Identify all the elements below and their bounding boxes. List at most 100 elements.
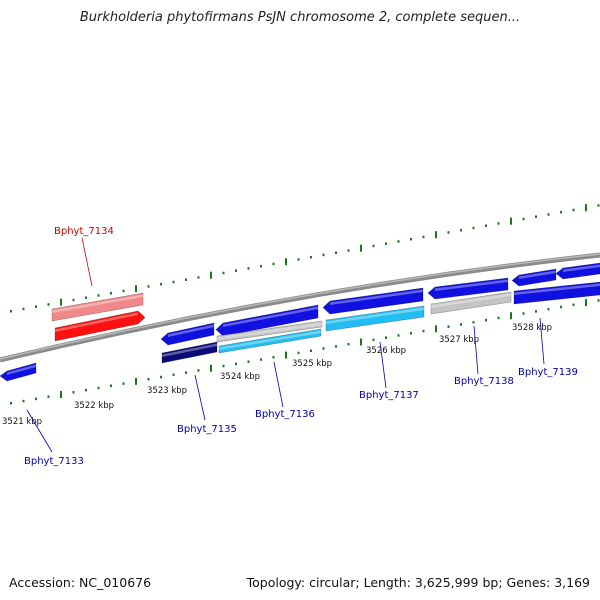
lower-scale-minor-tick xyxy=(547,307,550,311)
upper-scale-minor-tick xyxy=(235,269,237,272)
gene-7136-gray-highlight xyxy=(217,322,322,340)
gene-label-bphyt_7137: Bphyt_7137 xyxy=(359,390,419,401)
upper-scale-minor-tick xyxy=(22,307,25,311)
lower-scale-major-tick xyxy=(435,325,437,333)
upper-scale-major-tick xyxy=(135,285,137,293)
gene-7136-upper xyxy=(215,304,319,337)
upper-scale-minor-tick xyxy=(385,242,387,245)
upper-scale-minor-tick xyxy=(85,296,87,299)
lower-scale-major-tick xyxy=(510,312,512,320)
leader-line-bphyt_7134 xyxy=(81,237,93,287)
upper-scale-minor-tick xyxy=(197,276,200,279)
lower-scale-minor-tick xyxy=(572,303,575,307)
gene-7135-upper xyxy=(160,322,215,346)
upper-scale-major-tick xyxy=(60,298,62,306)
lower-scale-minor-tick xyxy=(222,364,225,368)
upper-scale-minor-tick xyxy=(397,240,400,243)
upper-scale-minor-tick xyxy=(410,237,412,241)
scale-label-3524-kbp: 3524 kbp xyxy=(220,372,260,382)
map-title: Burkholderia phytofirmans PsJN chromosom… xyxy=(79,10,521,25)
lower-scale-minor-tick xyxy=(160,375,162,379)
gene-7135-navy xyxy=(161,341,218,364)
gene-7138-upper-highlight xyxy=(435,279,508,291)
gene-7136-cyan xyxy=(218,328,322,354)
lower-scale-major-tick xyxy=(360,338,362,346)
lower-scale-minor-tick xyxy=(272,356,275,359)
gene-7133 xyxy=(0,362,37,382)
upper-scale-minor-tick xyxy=(272,262,275,266)
leader-line-bphyt_7136 xyxy=(273,361,284,408)
upper-scale-minor-tick xyxy=(160,282,162,286)
upper-scale-minor-tick xyxy=(247,267,250,270)
lower-scale-minor-tick xyxy=(597,299,600,302)
upper-scale-minor-tick xyxy=(535,215,537,218)
gene-7138-gray-highlight xyxy=(431,293,511,308)
lower-scale-minor-tick xyxy=(485,318,487,322)
gene-7134-red-highlight xyxy=(55,312,138,332)
lower-scale-minor-tick xyxy=(22,399,25,403)
lower-scale-minor-tick xyxy=(385,336,387,339)
upper-scale-major-tick xyxy=(510,217,512,225)
upper-scale-major-tick xyxy=(585,204,587,212)
upper-scale-minor-tick xyxy=(47,303,50,306)
upper-scale-minor-tick xyxy=(497,222,500,225)
gene-label-bphyt_7135: Bphyt_7135 xyxy=(177,424,237,435)
upper-scale-minor-tick xyxy=(297,258,300,261)
scale-label-3521-kbp: 3521 kbp xyxy=(2,417,42,427)
lower-scale-minor-tick xyxy=(322,347,325,350)
lower-scale-minor-tick xyxy=(247,360,250,363)
upper-scale-minor-tick xyxy=(522,217,525,221)
gene-label-bphyt_7134: Bphyt_7134 xyxy=(54,226,114,237)
gene-7137-upper-highlight xyxy=(330,289,423,305)
leader-line-bphyt_7135 xyxy=(194,374,206,421)
accession-text: Accession: NC_010676 xyxy=(9,575,152,590)
topology-summary: Topology: circular; Length: 3,625,999 bp… xyxy=(246,575,590,590)
gene-7135-upper-highlight xyxy=(168,324,214,337)
lower-scale-minor-tick xyxy=(147,377,150,381)
lower-scale-minor-tick xyxy=(97,386,100,390)
lower-scale-minor-tick xyxy=(447,325,450,328)
upper-scale-major-tick xyxy=(210,271,212,279)
upper-scale-minor-tick xyxy=(335,251,337,254)
upper-scale-minor-tick xyxy=(460,228,462,232)
upper-scale-minor-tick xyxy=(560,210,562,214)
upper-scale-minor-tick xyxy=(147,285,150,288)
upper-scale-major-tick xyxy=(360,244,362,252)
gene-7136-gray xyxy=(216,320,323,343)
upper-scale-minor-tick xyxy=(322,253,325,257)
upper-scale-minor-tick xyxy=(485,224,487,227)
lower-scale-minor-tick xyxy=(47,395,50,398)
scale-label-3522-kbp: 3522 kbp xyxy=(74,401,114,411)
upper-scale-minor-tick xyxy=(310,255,312,259)
upper-scale-minor-tick xyxy=(597,204,600,207)
upper-scale-minor-tick xyxy=(122,289,125,293)
gene-7140-upper xyxy=(555,262,600,280)
lower-scale-minor-tick xyxy=(35,397,37,401)
chromosome-backbone xyxy=(0,252,600,363)
scale-label-3528-kbp: 3528 kbp xyxy=(512,323,552,333)
scale-label-3526-kbp: 3526 kbp xyxy=(366,346,406,356)
gene-label-bphyt_7133: Bphyt_7133 xyxy=(24,456,84,467)
upper-scale-minor-tick xyxy=(347,249,350,252)
upper-scale-minor-tick xyxy=(35,305,37,308)
gene-7139-upper-highlight xyxy=(519,270,556,279)
lower-scale-major-tick xyxy=(60,391,62,398)
lower-scale-minor-tick xyxy=(410,332,412,335)
lower-scale-minor-tick xyxy=(397,334,400,337)
upper-scale-minor-tick xyxy=(97,294,100,297)
gene-7136-cyan-highlight xyxy=(219,330,321,350)
gene-7137-cyan-highlight xyxy=(326,307,424,324)
leader-line-bphyt_7133 xyxy=(26,409,53,453)
upper-scale-minor-tick xyxy=(185,278,187,281)
gene-label-bphyt_7136: Bphyt_7136 xyxy=(255,409,315,420)
lower-scale-minor-tick xyxy=(347,342,350,346)
gene-7135-navy-highlight xyxy=(162,343,217,357)
gene-7139-lower-highlight xyxy=(514,283,600,295)
lower-scale-minor-tick xyxy=(122,382,125,385)
scale-label-3525-kbp: 3525 kbp xyxy=(292,359,332,369)
upper-scale-minor-tick xyxy=(422,235,425,239)
lower-scale-minor-tick xyxy=(335,345,337,348)
scale-label-3527-kbp: 3527 kbp xyxy=(439,335,479,345)
upper-scale-minor-tick xyxy=(572,208,575,212)
gene-7134-pink xyxy=(51,292,144,322)
